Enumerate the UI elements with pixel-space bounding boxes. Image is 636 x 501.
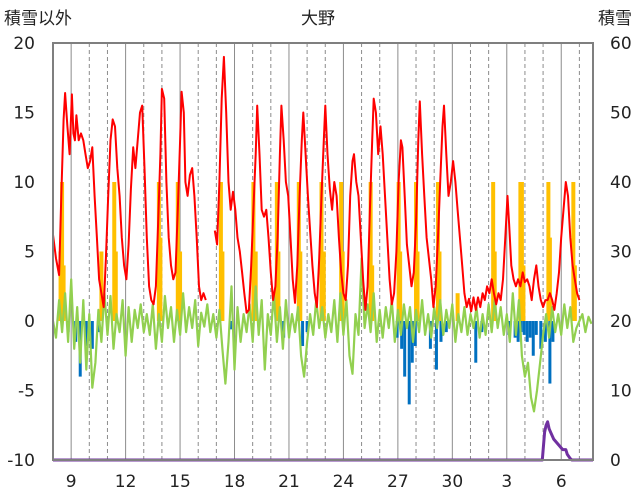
change-bar [90,321,94,349]
right-y-tick-label: 50 [610,104,632,124]
change-bar [543,321,547,342]
change-bar [534,321,538,335]
precip-bar [368,182,373,321]
change-bar [531,321,535,356]
x-tick-label: 15 [169,472,191,492]
change-bar [413,321,417,347]
precip-bar [519,182,524,321]
x-tick-label: 21 [278,472,300,492]
right-y-tick-label: 20 [610,312,632,332]
right-y-tick-label: 60 [610,34,632,54]
change-bar [551,321,555,342]
x-tick-label: 24 [333,472,355,492]
right-axis-title: 積雪 [598,9,632,29]
snow-depth-line [53,420,593,462]
precip-bar [158,237,163,321]
right-y-tick-label: 10 [610,382,632,402]
x-tick-label: 9 [66,472,77,492]
x-tick-label: 27 [387,472,409,492]
right-y-tick-label: 30 [610,243,632,263]
temperature-line [213,55,581,314]
change-bar [516,321,520,342]
precip-bar [319,182,324,321]
precip-bar [521,265,526,321]
precip-bar [571,182,576,321]
precip-bar [99,251,104,321]
x-tick-label: 3 [501,472,512,492]
precip-bar [398,251,403,321]
change-bar [407,321,411,405]
left-y-ticks: 20 15 10 5 0 -5 -10 [7,34,35,471]
precip-bar [321,251,326,321]
plot-frame [52,42,594,461]
change-bar [229,321,233,330]
left-y-tick-label: 10 [13,173,35,193]
x-tick-label: 6 [556,472,567,492]
left-axis-title: 積雪以外 [4,9,72,29]
precip-bar [251,182,256,321]
left-y-tick-label: 15 [13,104,35,124]
change-bar [84,321,88,347]
precip-bar [298,251,303,321]
precip-bar [113,251,118,321]
change-bar [305,321,309,333]
series-layer [51,55,593,462]
change-bar [474,321,478,363]
precip-bar [572,265,577,321]
left-y-tick-label: 5 [24,243,35,263]
right-y-ticks: 60 50 40 30 20 10 0 [610,34,632,471]
other-line [51,257,593,413]
change-bar [301,321,305,347]
x-tick-label: 12 [115,472,137,492]
precip-bar [61,265,66,321]
precip-bar [175,182,180,321]
change-bar [434,321,438,370]
right-y-tick-label: 40 [610,173,632,193]
precip-bar [492,251,497,321]
change-bar [522,321,526,335]
x-tick-label: 30 [442,472,464,492]
precip-bar [220,251,225,321]
left-y-tick-label: -10 [7,451,35,471]
precip-bar [455,293,460,321]
x-tick-label: 18 [224,472,246,492]
temperature-line [52,87,207,309]
change-bar [525,321,529,342]
change-bar [548,321,552,384]
precip-bar [276,251,281,321]
precip-bar [437,251,442,321]
chart-title: 大野 [301,9,335,29]
left-y-tick-label: 0 [24,312,35,332]
change-bar [539,321,543,349]
left-y-tick-label: -5 [18,382,35,402]
precip-bar [415,251,420,321]
precip-bar [60,182,65,321]
precip-bar [370,265,375,321]
precip-bar [178,251,183,321]
right-y-tick-label: 0 [610,451,621,471]
change-bar [528,321,532,338]
change-bar [403,321,407,377]
change-bar [439,321,443,342]
change-bar [444,321,448,333]
precip-bar [547,237,552,321]
left-y-tick-label: 20 [13,34,35,54]
x-ticks: 9 12 15 18 21 24 27 30 3 6 [66,472,567,492]
